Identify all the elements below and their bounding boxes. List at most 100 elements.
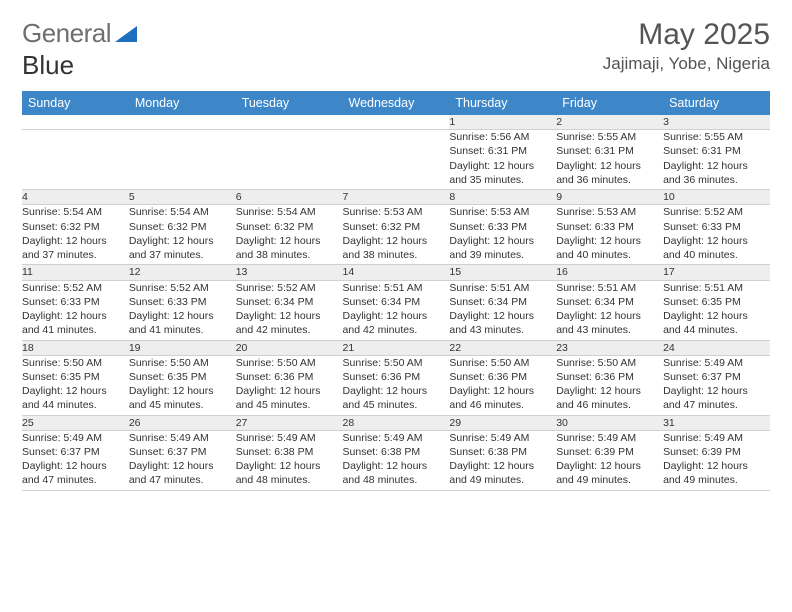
daylight-line-2: and 38 minutes.	[236, 248, 343, 262]
day-number: 19	[129, 340, 236, 355]
day-number: 3	[663, 115, 770, 130]
daynum-row: 45678910	[22, 190, 770, 205]
day-number: 4	[22, 190, 129, 205]
detail-row: Sunrise: 5:49 AMSunset: 6:37 PMDaylight:…	[22, 430, 770, 490]
sunset-line: Sunset: 6:31 PM	[449, 144, 556, 158]
daylight-line-2: and 46 minutes.	[449, 398, 556, 412]
sunrise-line: Sunrise: 5:54 AM	[236, 205, 343, 219]
sunset-line: Sunset: 6:39 PM	[663, 445, 770, 459]
weekday-thu: Thursday	[449, 91, 556, 115]
day-cell	[129, 130, 236, 190]
sunrise-line: Sunrise: 5:50 AM	[22, 356, 129, 370]
daylight-line-2: and 42 minutes.	[343, 323, 450, 337]
day-cell: Sunrise: 5:55 AMSunset: 6:31 PMDaylight:…	[556, 130, 663, 190]
detail-row: Sunrise: 5:54 AM Sunset: 6:32 PM Daylight:…	[22, 205, 770, 265]
sunrise-line: Sunrise: 5:49 AM	[129, 431, 236, 445]
sunrise-line: Sunrise: 5:51 AM	[556, 281, 663, 295]
day-cell: Sunrise: 5:51 AMSunset: 6:34 PMDaylight:…	[556, 280, 663, 340]
weekday-header-row: Sunday Monday Tuesday Wednesday Thursday…	[22, 91, 770, 115]
sunset-line: Sunset: 6:33 PM	[129, 295, 236, 309]
daylight-line-1: Daylight: 12 hours	[449, 459, 556, 473]
daylight-line-1: Daylight: 12 hours	[663, 309, 770, 323]
daylight-line-2: and 36 minutes.	[556, 173, 663, 187]
daylight-line-2: and 49 minutes.	[663, 473, 770, 487]
sunrise-line: Sunrise: 5:55 AM	[556, 130, 663, 144]
daylight-line-2: and 46 minutes.	[556, 398, 663, 412]
daylight-line-2: and 48 minutes.	[343, 473, 450, 487]
day-cell: Sunrise: 5:50 AMSunset: 6:36 PMDaylight:…	[449, 355, 556, 415]
sunset-line: Sunset: 6:35 PM	[663, 295, 770, 309]
daylight-line-1: Daylight: 12 hours	[663, 384, 770, 398]
daylight-line-2: and 45 minutes.	[236, 398, 343, 412]
weekday-mon: Monday	[129, 91, 236, 115]
daylight-line-2: and 47 minutes.	[663, 398, 770, 412]
sunset-line: Sunset: 6:36 PM	[343, 370, 450, 384]
sunset-line: Sunset: 6:34 PM	[449, 295, 556, 309]
daylight-line-1: Daylight: 12 hours	[556, 384, 663, 398]
day-cell	[236, 130, 343, 190]
day-number: 21	[343, 340, 450, 355]
day-cell: Sunrise: 5:50 AMSunset: 6:36 PMDaylight:…	[556, 355, 663, 415]
day-cell: Sunrise: 5:50 AMSunset: 6:36 PMDaylight:…	[343, 355, 450, 415]
daylight-line-1: Daylight: 12 hours	[22, 459, 129, 473]
day-cell: Sunrise: 5:52 AMSunset: 6:33 PMDaylight:…	[129, 280, 236, 340]
daylight-line-2: and 41 minutes.	[22, 323, 129, 337]
sunset-line: Sunset: 6:33 PM	[449, 220, 556, 234]
daylight-line-1: Daylight: 12 hours	[22, 309, 129, 323]
sunset-line: Sunset: 6:33 PM	[22, 295, 129, 309]
daylight-line-1: Daylight: 12 hours	[129, 309, 236, 323]
sunrise-line: Sunrise: 5:49 AM	[663, 431, 770, 445]
day-number: 31	[663, 415, 770, 430]
calendar-body: 123Sunrise: 5:56 AMSunset: 6:31 PMDaylig…	[22, 115, 770, 490]
sunset-line: Sunset: 6:32 PM	[22, 220, 129, 234]
sunrise-line: Sunrise: 5:50 AM	[129, 356, 236, 370]
daylight-line-2: and 40 minutes.	[556, 248, 663, 262]
daylight-line-1: Daylight: 12 hours	[343, 234, 450, 248]
daylight-line-1: Daylight: 12 hours	[449, 159, 556, 173]
daylight-line-1: Daylight: 12 hours	[449, 234, 556, 248]
day-number: 13	[236, 265, 343, 280]
day-number: 1	[449, 115, 556, 130]
daylight-line-1: Daylight: 12 hours	[129, 459, 236, 473]
daylight-line-2: and 37 minutes.	[22, 248, 129, 262]
day-number	[236, 115, 343, 130]
weekday-tue: Tuesday	[236, 91, 343, 115]
daylight-line-2: and 36 minutes.	[663, 173, 770, 187]
day-number: 16	[556, 265, 663, 280]
brand-part2: Blue	[22, 50, 74, 80]
sunset-line: Sunset: 6:33 PM	[556, 220, 663, 234]
daylight-line-2: and 39 minutes.	[449, 248, 556, 262]
daylight-line-2: and 44 minutes.	[663, 323, 770, 337]
sunrise-line: Sunrise: 5:49 AM	[556, 431, 663, 445]
daylight-line-2: and 47 minutes.	[129, 473, 236, 487]
daylight-line-1: Daylight: 12 hours	[236, 309, 343, 323]
day-cell: Sunrise: 5:49 AMSunset: 6:37 PMDaylight:…	[663, 355, 770, 415]
sunrise-line: Sunrise: 5:51 AM	[663, 281, 770, 295]
sunrise-line: Sunrise: 5:55 AM	[663, 130, 770, 144]
weekday-wed: Wednesday	[343, 91, 450, 115]
detail-row: Sunrise: 5:50 AMSunset: 6:35 PMDaylight:…	[22, 355, 770, 415]
daylight-line-1: Daylight: 12 hours	[129, 384, 236, 398]
daylight-line-2: and 49 minutes.	[556, 473, 663, 487]
day-number: 23	[556, 340, 663, 355]
day-cell: Sunrise: 5:55 AMSunset: 6:31 PMDaylight:…	[663, 130, 770, 190]
day-number: 8	[449, 190, 556, 205]
daylight-line-1: Daylight: 12 hours	[663, 159, 770, 173]
daylight-line-1: Daylight: 12 hours	[343, 384, 450, 398]
daylight-line-2: and 45 minutes.	[129, 398, 236, 412]
sunrise-line: Sunrise: 5:52 AM	[663, 205, 770, 219]
sunset-line: Sunset: 6:34 PM	[343, 295, 450, 309]
daylight-line-1: Daylight: 12 hours	[663, 459, 770, 473]
day-cell: Sunrise: 5:54 AMSunset: 6:32 PMDaylight:…	[129, 205, 236, 265]
daylight-line-2: and 43 minutes.	[449, 323, 556, 337]
day-cell: Sunrise: 5:53 AMSunset: 6:33 PMDaylight:…	[449, 205, 556, 265]
brand-logo: General	[22, 18, 139, 49]
sunset-line: Sunset: 6:37 PM	[129, 445, 236, 459]
day-cell: Sunrise: 5:50 AMSunset: 6:35 PMDaylight:…	[22, 355, 129, 415]
daynum-row: 11121314151617	[22, 265, 770, 280]
daylight-line-1: Daylight: 12 hours	[236, 384, 343, 398]
day-number: 18	[22, 340, 129, 355]
day-number: 22	[449, 340, 556, 355]
day-cell: Sunrise: 5:53 AMSunset: 6:33 PMDaylight:…	[556, 205, 663, 265]
day-cell: Sunrise: 5:49 AMSunset: 6:37 PMDaylight:…	[129, 430, 236, 490]
